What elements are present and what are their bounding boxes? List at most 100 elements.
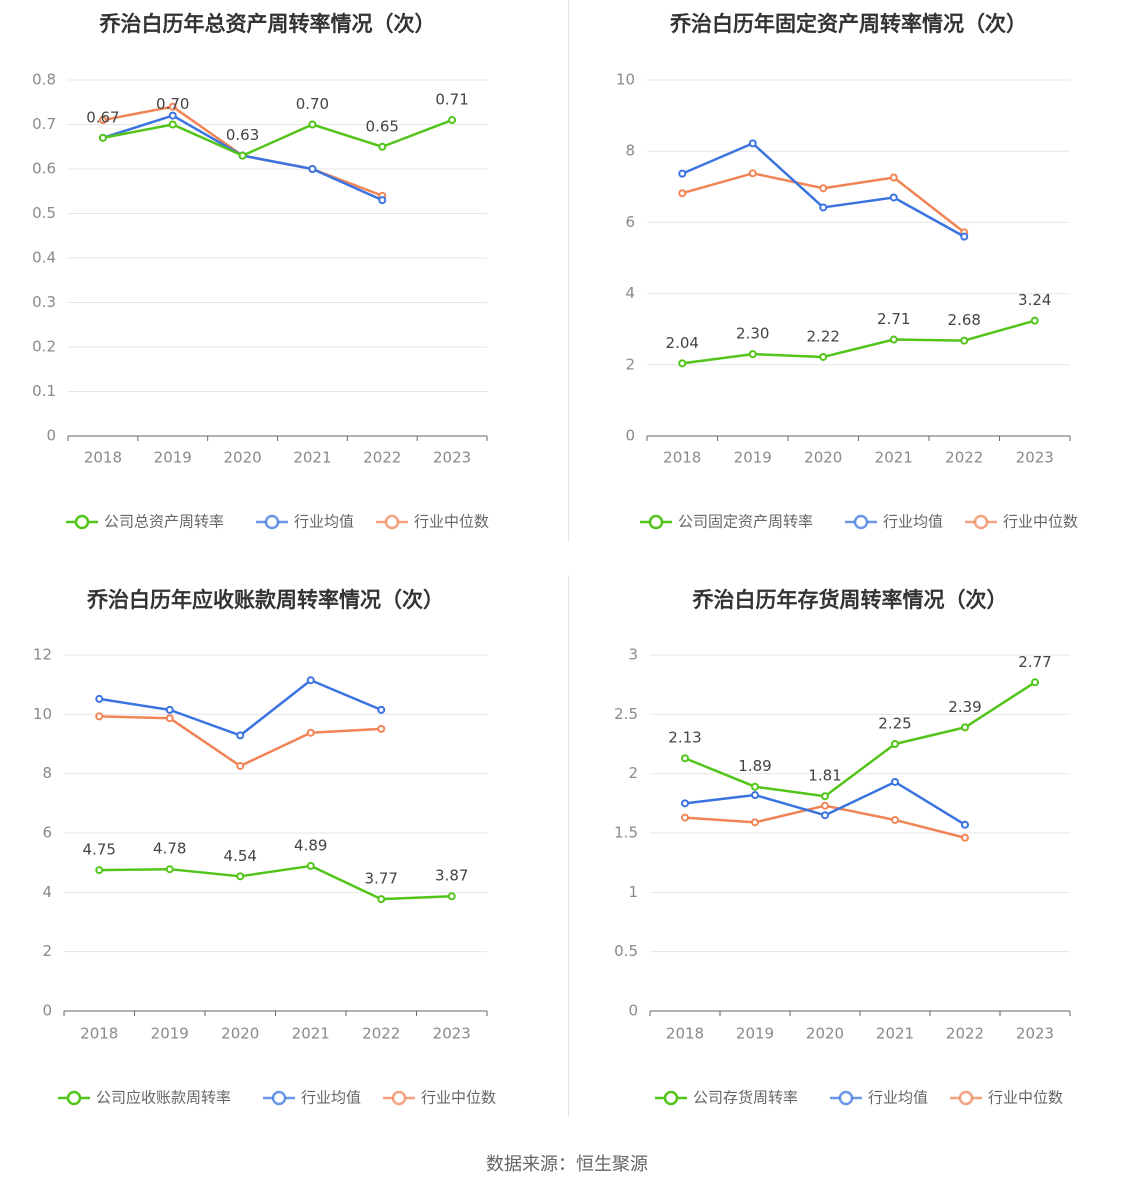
data-point-avg: [748, 139, 757, 148]
data-label: 0.65: [366, 117, 399, 135]
x-tick-label: 2022: [362, 1025, 400, 1043]
x-tick-label: 2020: [221, 1025, 259, 1043]
y-tick-label: 0.6: [32, 160, 56, 178]
x-tick-label: 2022: [946, 1025, 984, 1043]
data-point-avg: [821, 811, 829, 820]
data-point-company: [1031, 678, 1039, 687]
data-point-company: [819, 352, 828, 361]
y-tick-label: 10: [33, 705, 52, 723]
y-tick-label: 10: [616, 71, 635, 89]
x-tick-label: 2021: [293, 449, 331, 467]
data-point-avg: [168, 111, 177, 120]
data-label: 1.89: [738, 757, 771, 775]
data-point-median: [751, 818, 759, 827]
data-point-company: [377, 895, 386, 904]
data-point-company: [821, 792, 829, 801]
y-tick-label: 0.5: [614, 942, 638, 960]
data-label: 2.39: [948, 698, 981, 716]
data-point-company: [168, 120, 177, 129]
data-point-company: [378, 142, 387, 151]
y-tick-label: 0.4: [32, 249, 56, 267]
data-label: 0.71: [435, 91, 468, 109]
chart-panel-fixed-asset-turnover: 乔治白历年固定资产周转率情况（次） 0 2 4 6 8 10 2018 2019 2020 2021…: [567, 0, 1134, 575]
y-tick-label: 0: [42, 1002, 52, 1020]
panel-divider-bottom: [568, 575, 569, 1117]
data-point-company: [98, 133, 107, 142]
chart-panel-inventory-turnover: 乔治白历年存货周转率情况（次） 0 0.5 1 1.5 2 2.5 3 2018 2019 2020…: [567, 575, 1134, 1150]
data-point-median: [95, 712, 104, 721]
x-tick-label: 2020: [223, 449, 261, 467]
data-point-company: [751, 782, 759, 791]
data-label: 4.78: [153, 840, 186, 858]
data-point-avg: [678, 169, 687, 178]
legend-label-median: 行业中位数: [1003, 513, 1078, 531]
data-label: 2.68: [948, 311, 981, 329]
legend-marker-avg: [271, 1090, 287, 1106]
y-tick-label: 0.8: [32, 71, 56, 89]
data-point-median: [168, 102, 177, 111]
y-tick-label: 0: [625, 427, 635, 445]
x-tick-label: 2018: [663, 449, 701, 467]
data-point-avg: [961, 820, 969, 829]
y-tick-label: 0: [46, 427, 56, 445]
data-label: 4.75: [83, 841, 116, 859]
data-point-median: [165, 714, 174, 723]
data-point-avg: [306, 676, 315, 685]
y-tick-label: 4: [625, 284, 635, 302]
data-point-company: [448, 116, 457, 125]
data-source-note: 数据来源：恒生聚源: [486, 1154, 648, 1175]
legend-marker-company: [66, 1090, 82, 1106]
data-point-avg: [236, 731, 245, 740]
legend-label-company: 公司固定资产周转率: [678, 513, 813, 531]
data-point-company: [447, 892, 456, 901]
data-point-company: [748, 350, 757, 359]
data-label: 2.71: [877, 310, 910, 328]
y-tick-label: 0.1: [32, 382, 56, 400]
legend-marker-avg: [853, 514, 869, 530]
y-tick-label: 0.5: [32, 204, 56, 222]
legend-marker-avg: [838, 1090, 854, 1106]
x-tick-label: 2022: [945, 449, 983, 467]
data-label: 2.04: [666, 334, 699, 352]
data-label: 0.70: [156, 95, 189, 113]
data-label: 2.25: [878, 715, 911, 733]
chart-svg: 乔治白历年应收账款周转率情况（次） 0 2 4 6 8 10 12 2018 2019 2020 20…: [33, 588, 496, 1107]
legend-marker-company: [74, 514, 90, 530]
data-point-avg: [751, 791, 759, 800]
chart-title: 乔治白历年应收账款周转率情况（次）: [86, 588, 444, 612]
series-line-median: [99, 715, 382, 768]
data-label: 4.89: [294, 836, 327, 854]
legend-label-median: 行业中位数: [421, 1089, 496, 1107]
chart-panel-receivables-turnover: 乔治白历年应收账款周转率情况（次） 0 2 4 6 8 10 12 2018 2019 2020 20…: [0, 575, 567, 1150]
x-tick-label: 2018: [80, 1025, 118, 1043]
y-tick-label: 0.3: [32, 293, 56, 311]
data-label: 0.67: [86, 108, 119, 126]
chart-panel-total-asset-turnover: 乔治白历年总资产周转率情况（次） 0 0.1 0.2 0.3 0.4 0.5 0.6 0.7 0.…: [0, 0, 567, 575]
data-point-company: [681, 754, 689, 763]
data-point-avg: [819, 203, 828, 212]
data-point-company: [961, 723, 969, 732]
data-point-median: [681, 813, 689, 822]
data-point-avg: [308, 165, 317, 173]
legend-marker-median: [958, 1090, 974, 1106]
data-label: 3.24: [1018, 291, 1051, 309]
data-point-avg: [891, 777, 899, 786]
x-tick-label: 2021: [292, 1025, 330, 1043]
data-point-company: [308, 120, 317, 129]
y-tick-label: 0: [628, 1002, 638, 1020]
data-point-company: [891, 740, 899, 748]
data-point-median: [819, 184, 828, 193]
data-point-company: [306, 861, 315, 870]
y-tick-label: 8: [625, 142, 635, 160]
data-point-median: [961, 833, 969, 842]
data-point-company: [236, 872, 245, 881]
x-tick-label: 2021: [876, 1025, 914, 1043]
y-tick-label: 2: [625, 355, 635, 373]
x-tick-label: 2018: [84, 449, 122, 467]
legend-label-avg: 行业均值: [294, 513, 354, 531]
data-point-avg: [95, 694, 104, 703]
data-point-median: [377, 724, 386, 733]
legend-marker-company: [648, 514, 664, 530]
y-tick-label: 8: [42, 764, 52, 782]
data-label: 4.54: [224, 847, 257, 865]
